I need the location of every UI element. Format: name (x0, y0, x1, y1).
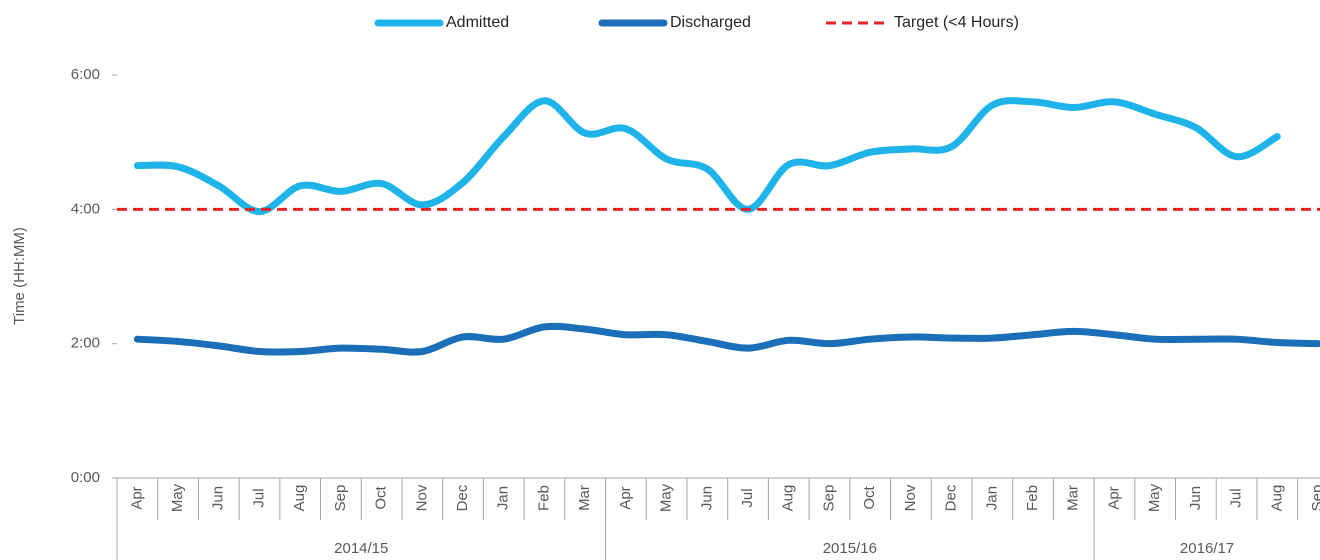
x-tick-label: Nov (413, 484, 430, 511)
series-line (133, 97, 1281, 216)
x-tick-label: Mar (576, 485, 593, 511)
x-tick-label: Aug (1268, 485, 1285, 512)
x-tick-label: Apr (128, 486, 145, 509)
legend-label: Target (<4 Hours) (894, 14, 1019, 31)
x-tick-label: Sep (1309, 485, 1320, 512)
y-tick-label: 0:00 (71, 469, 100, 486)
x-tick-label: May (1146, 483, 1163, 512)
group-label: 2016/17 (1180, 540, 1234, 557)
legend-label: Discharged (670, 14, 751, 31)
group-label: 2014/15 (334, 540, 388, 557)
y-axis-label: Time (HH:MM) (11, 227, 28, 325)
x-tick-label: May (169, 483, 186, 512)
x-tick-label: Oct (373, 486, 390, 510)
group-label: 2015/16 (823, 540, 877, 557)
x-tick-label: Apr (617, 486, 634, 509)
x-tick-label: Jun (1187, 486, 1204, 510)
x-tick-label: Jun (698, 486, 715, 510)
x-tick-label: Mar (1065, 485, 1082, 511)
x-tick-label: Jul (739, 488, 756, 507)
x-tick-label: May (658, 483, 675, 512)
y-tick-label: 2:00 (71, 335, 100, 352)
x-tick-label: Aug (780, 485, 797, 512)
legend-label: Admitted (446, 14, 509, 31)
x-tick-label: Aug (291, 485, 308, 512)
x-tick-label: Dec (454, 484, 471, 511)
x-tick-label: Jan (983, 486, 1000, 510)
x-tick-label: Jul (1228, 488, 1245, 507)
x-tick-label: Feb (535, 485, 552, 511)
series-line (133, 322, 1320, 356)
x-tick-label: Nov (902, 484, 919, 511)
y-tick-label: 4:00 (71, 200, 100, 217)
x-tick-label: Oct (861, 486, 878, 510)
x-tick-label: Sep (820, 485, 837, 512)
x-tick-label: Apr (1105, 486, 1122, 509)
x-tick-label: Dec (943, 484, 960, 511)
y-tick-label: 6:00 (71, 66, 100, 83)
x-tick-label: Jan (495, 486, 512, 510)
x-tick-label: Feb (1024, 485, 1041, 511)
x-tick-label: Jul (250, 488, 267, 507)
x-tick-label: Sep (332, 485, 349, 512)
x-tick-label: Jun (210, 486, 227, 510)
